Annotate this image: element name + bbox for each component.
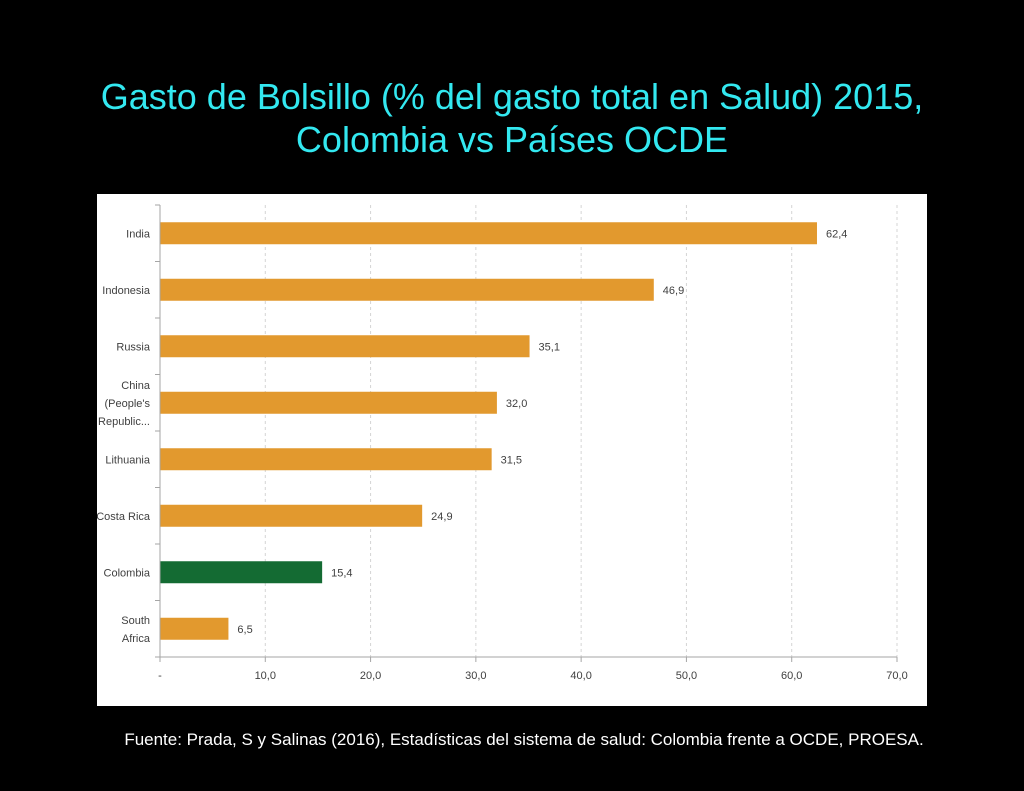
bar <box>160 617 229 640</box>
category-label-line: Africa <box>122 633 151 645</box>
value-label: 46,9 <box>663 285 684 297</box>
category-label-line: Colombia <box>104 567 151 579</box>
category-label: China (People's Republic... <box>98 380 151 428</box>
value-label: 32,0 <box>506 398 527 410</box>
category-label-line: Indonesia <box>102 285 151 297</box>
bar <box>160 278 654 301</box>
category-label: India <box>126 228 151 240</box>
bar <box>160 504 423 527</box>
value-label: 31,5 <box>501 454 522 466</box>
bar <box>160 561 323 584</box>
x-tick-label: 70,0 <box>886 670 907 682</box>
category-label-line: Russia <box>116 341 151 353</box>
x-tick-label: 40,0 <box>570 670 591 682</box>
x-tick-label: 20,0 <box>360 670 381 682</box>
x-tick-label: - <box>158 670 162 682</box>
slide-title-line-1: Gasto de Bolsillo (% del gasto total en … <box>100 76 924 117</box>
bar <box>160 448 492 471</box>
value-label: 24,9 <box>431 511 452 523</box>
bar <box>160 222 817 245</box>
x-tick-label: 30,0 <box>465 670 486 682</box>
category-label: Lithuania <box>105 454 151 466</box>
bar-chart: - 10,0 20,0 30,0 40,0 50,0 60,0 70,0 62,4 India 46… <box>97 204 908 682</box>
category-label: Costa Rica <box>97 511 151 523</box>
value-label: 15,4 <box>331 567 352 579</box>
value-label: 35,1 <box>539 341 560 353</box>
category-label-line: (People's <box>104 398 150 410</box>
category-label-line: India <box>126 228 151 240</box>
bar <box>160 335 530 358</box>
x-tick-label: 60,0 <box>781 670 802 682</box>
value-label: 62,4 <box>826 228 847 240</box>
category-label-line: Costa Rica <box>97 511 151 523</box>
category-label: Indonesia <box>102 285 151 297</box>
chart-panel: - 10,0 20,0 30,0 40,0 50,0 60,0 70,0 62,4 India 46… <box>97 194 927 706</box>
category-label-line: Republic... <box>98 416 150 428</box>
category-label: Colombia <box>104 567 151 579</box>
category-label-line: Lithuania <box>105 454 151 466</box>
category-label: Russia <box>116 341 151 353</box>
slide-title-line-2: Colombia vs Países OCDE <box>295 119 729 160</box>
category-label-line: South <box>121 615 150 627</box>
x-tick-label: 50,0 <box>676 670 697 682</box>
category-label-line: China <box>121 380 151 392</box>
category-label: South Africa <box>121 615 151 645</box>
value-label: 6,5 <box>237 624 252 636</box>
bar <box>160 391 497 414</box>
x-tick-label: 10,0 <box>255 670 276 682</box>
source-note: Fuente: Prada, S y Salinas (2016), Estad… <box>124 730 924 749</box>
